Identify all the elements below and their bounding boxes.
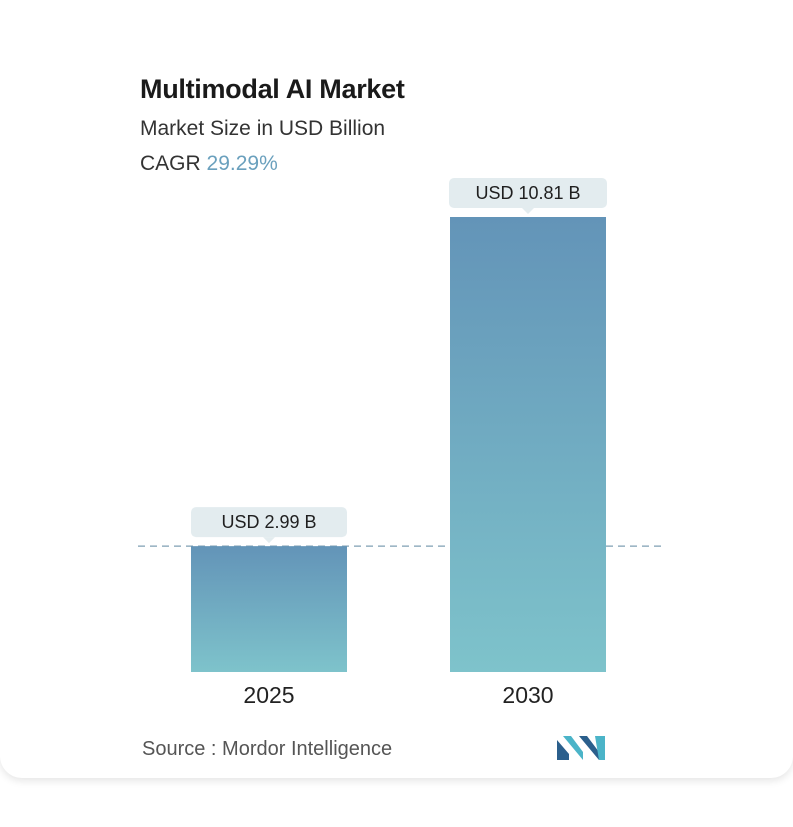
data-label-bg-2025 bbox=[191, 507, 347, 538]
data-label-pointer-2030 bbox=[522, 208, 534, 214]
mordor-logo-icon bbox=[557, 736, 605, 760]
source-text: Source : Mordor Intelligence bbox=[142, 738, 393, 760]
cagr-label: CAGR bbox=[140, 152, 201, 175]
data-label-bg-2030 bbox=[449, 178, 607, 208]
data-label-2025: USD 2.99 B bbox=[221, 512, 316, 532]
cagr-value: 29.29% bbox=[206, 152, 278, 175]
x-tick-label-2025: 2025 bbox=[243, 682, 294, 708]
data-label-2030: USD 10.81 B bbox=[475, 183, 580, 203]
chart-title: Multimodal AI Market bbox=[140, 74, 405, 104]
bar-2030 bbox=[450, 217, 606, 672]
bar-chart: USD 2.99 B 2025 USD 10.81 B 2030 bbox=[138, 178, 662, 708]
x-tick-label-2030: 2030 bbox=[502, 682, 553, 708]
cagr-line: CAGR 29.29% bbox=[140, 152, 278, 176]
bar-2025 bbox=[191, 546, 347, 672]
chart-subtitle: Market Size in USD Billion bbox=[140, 117, 386, 140]
data-label-pointer-2025 bbox=[263, 537, 275, 544]
chart-card: Multimodal AI Market Market Size in USD … bbox=[138, 74, 662, 760]
